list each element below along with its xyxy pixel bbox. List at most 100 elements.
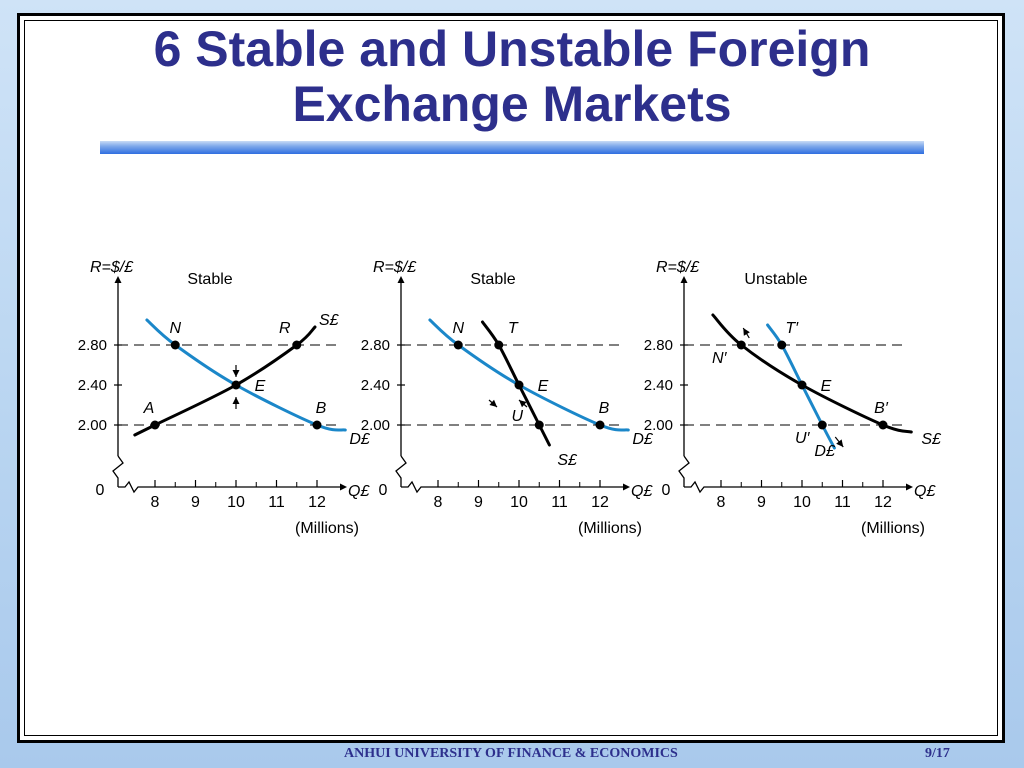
chart2-point-b [595,420,605,430]
chart1-ytick-label: 2.00 [78,417,107,434]
chart1-point-r [292,340,302,350]
chart2-point-t [494,340,504,350]
chart1-xunit: (Millions) [295,520,359,537]
chart2-xunit: (Millions) [578,520,642,537]
chart2-xtick-label: 10 [510,494,528,511]
chart3-series-label: D£ [814,443,836,460]
chart3-x-axis [684,480,911,494]
footer-university: ANHUI UNIVERSITY OF FINANCE & ECONOMICS [344,746,678,761]
chart1-point-label: B [316,400,327,417]
chart1-y-axis-arrow [114,276,122,283]
chart1-ylabel: R=$/£ [90,259,134,276]
chart1-point-a [150,420,160,430]
page-number: 9/17 [925,746,950,761]
slide-frame [17,13,1005,743]
chart3-ytick-label: 2.00 [644,417,673,434]
chart3-xtick-label: 12 [874,494,892,511]
chart3-xlabel: Q£ [914,483,936,500]
chart3-xtick-label: 8 [717,494,726,511]
chart2-xtick-label: 8 [434,494,443,511]
slide-title-line-1: 6 Stable and Unstable Foreign [153,21,871,77]
slide-title-line-2: Exchange Markets [292,76,732,132]
chart1-point-b [312,420,322,430]
chart2-xtick-label: 12 [591,494,609,511]
chart2-series-label: S£ [557,452,578,469]
chart2-xtick-label: 11 [551,494,568,511]
chart3-ytick-label: 2.40 [644,377,673,394]
chart3-y-axis-arrow [680,276,688,283]
chart2-point-label: T [508,320,519,337]
chart3-point-b-prime [878,420,888,430]
chart2-ytick-label: 2.00 [361,417,390,434]
chart1-origin-label: 0 [96,482,105,499]
chart2-x-axis-arrow [623,483,630,491]
chart1-xtick-label: 8 [151,494,160,511]
chart3-ylabel: R=$/£ [656,259,700,276]
chart1-xlabel: Q£ [348,483,370,500]
chart3-xunit: (Millions) [861,520,925,537]
chart2-adjust-arrow-2-head [519,400,527,408]
chart3-diverge-arrow-2-head [836,439,844,447]
chart3-title: Unstable [744,271,807,288]
chart2-point-label: N [452,320,464,337]
chart3-point-label: U′ [795,430,811,447]
chart2-ytick-label: 2.80 [361,337,390,354]
chart1-curve-supply [133,325,317,437]
slide-frame-inner [24,20,998,736]
chart3-point-label: N′ [712,350,728,367]
chart3-y-axis-break [678,455,690,487]
chart1-ytick-label: 2.80 [78,337,107,354]
chart2-x-axis [401,480,628,494]
chart2-xtick-label: 9 [474,494,483,511]
chart3-x-axis-arrow [906,483,913,491]
chart3-point-label: T′ [785,320,799,337]
chart1-xtick-label: 9 [191,494,200,511]
chart3-point-n-prime [736,340,746,350]
chart3-ytick-label: 2.80 [644,337,673,354]
chart1-point-n [170,340,180,350]
chart2-point-label: U [511,408,523,425]
chart1-adjust-arrow-2-head [232,397,240,404]
chart1-point-e [231,380,241,390]
chart3-xtick-label: 10 [793,494,811,511]
chart2-point-n [453,340,463,350]
chart2-adjust-arrow-1-head [489,399,497,407]
chart3-point-e [797,380,807,390]
chart3-point-label: B′ [874,400,889,417]
chart2-y-axis-arrow [397,276,405,283]
chart1-xtick-label: 12 [308,494,326,511]
chart1-x-axis-arrow [340,483,347,491]
title-underline-bar [100,141,924,154]
chart1-x-axis [118,480,345,494]
chart3-origin-label: 0 [662,482,671,499]
chart1-y-axis-break [112,455,124,487]
chart3-point-label: E [821,378,832,395]
chart2-point-e [514,380,524,390]
chart3-diverge-arrow-1-head [743,328,750,336]
chart2-origin-label: 0 [379,482,388,499]
chart2-point-label: B [599,400,610,417]
chart2-point-label: E [538,378,549,395]
chart1-xtick-label: 10 [227,494,245,511]
chart2-point-u [534,420,544,430]
chart1-point-label: N [169,320,181,337]
chart3-point-t-prime [777,340,787,350]
chart2-y-axis-break [395,455,407,487]
chart2-series-label: D£ [632,431,654,448]
chart2-ytick-label: 2.40 [361,377,390,394]
chart3-point-u-prime [817,420,827,430]
chart1-point-label: A [143,400,155,417]
chart1-xtick-label: 11 [268,494,285,511]
chart1-point-label: R [279,320,291,337]
chart3-xtick-label: 11 [834,494,851,511]
chart1-series-label: D£ [349,431,371,448]
chart3-series-label: S£ [921,431,942,448]
chart2-ylabel: R=$/£ [373,259,417,276]
chart2-xlabel: Q£ [631,483,653,500]
chart1-ytick-label: 2.40 [78,377,107,394]
chart1-point-label: E [255,378,266,395]
chart3-xtick-label: 9 [757,494,766,511]
chart1-title: Stable [187,271,232,288]
chart2-title: Stable [470,271,515,288]
